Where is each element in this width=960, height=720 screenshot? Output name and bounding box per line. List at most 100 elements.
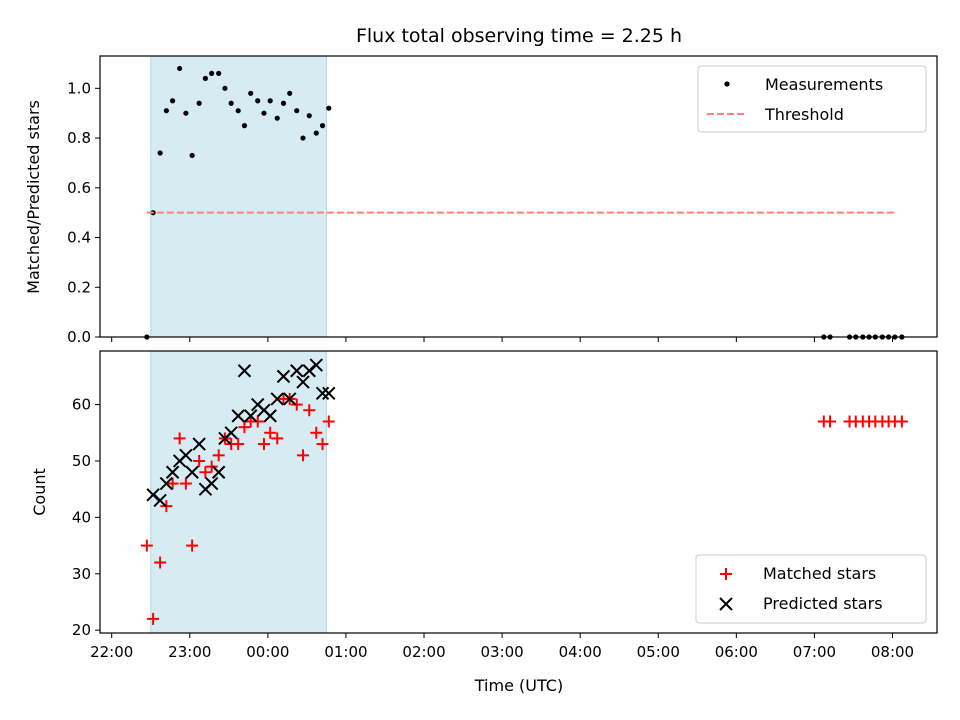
measurements-point: [209, 70, 215, 77]
matched-stars-point: [322, 415, 335, 428]
measurements-point: [202, 75, 209, 81]
matched-stars-point: [179, 477, 192, 490]
measurements-point: [326, 105, 332, 111]
predicted-stars-legend-marker: [719, 597, 733, 611]
y-tick-label: 30: [72, 565, 91, 583]
measurements-point: [313, 130, 319, 136]
observing-span-highlight: [150, 55, 327, 338]
measurements-point: [300, 135, 306, 141]
y-tick-label: 20: [72, 621, 91, 639]
predicted-stars-point: [270, 392, 284, 406]
measurements-point: [235, 108, 241, 114]
predicted-stars-legend-label: Predicted stars: [763, 594, 883, 613]
counts-plot-area: [140, 350, 908, 634]
matched-stars-point: [303, 404, 316, 417]
matched-stars-legend-marker: [720, 568, 732, 580]
predicted-stars-point: [165, 465, 180, 479]
counts-legend-box: [695, 554, 927, 624]
matched-stars-point: [199, 466, 212, 479]
measurements-legend-marker: [724, 81, 730, 87]
matched-stars-point: [824, 415, 837, 428]
predicted-stars-point: [231, 409, 245, 423]
measurements-point: [294, 108, 300, 114]
matched-stars-legend-label: Matched stars: [763, 564, 876, 583]
matched-stars-point: [212, 449, 225, 462]
matched-stars-point: [166, 477, 179, 490]
predicted-stars-point: [224, 426, 238, 440]
measurements-point: [189, 152, 195, 159]
threshold-legend-label: Threshold: [764, 105, 844, 124]
x-tick-label: 02:00: [402, 643, 445, 661]
matched-stars-point: [271, 432, 284, 445]
ratio-y-ticks: 0.0 0.2 0.4 0.6 0.8 1.0: [67, 79, 100, 346]
measurements-point: [319, 123, 326, 129]
predicted-stars-point: [237, 364, 252, 378]
matched-stars-point: [316, 438, 329, 451]
matched-stars-point: [232, 438, 245, 451]
predicted-stars-point: [179, 448, 193, 463]
matched-stars-point: [238, 421, 251, 434]
x-axis-label: Time (UTC): [474, 676, 563, 695]
measurements-point: [196, 100, 202, 106]
counts-x-ticks: 22:00 23:00 00:00 01:00 02:00 03:00 04:00 05:00…: [90, 633, 914, 661]
predicted-stars-point: [290, 364, 304, 378]
x-tick-label: 04:00: [559, 643, 602, 661]
counts-y-axis-label: Count: [30, 468, 49, 516]
y-tick-label: 0.8: [67, 129, 91, 147]
matched-stars-point: [154, 556, 167, 569]
predicted-stars-point: [309, 358, 323, 372]
x-tick-label: 05:00: [637, 643, 680, 661]
predicted-stars-point: [322, 386, 336, 401]
measurements-legend-label: Measurements: [765, 75, 883, 94]
predicted-stars-point: [159, 476, 174, 491]
measurements-point: [183, 110, 189, 116]
measurements-point: [222, 85, 228, 91]
measurements-point: [280, 100, 287, 106]
y-tick-label: 60: [72, 396, 91, 414]
matched-stars-point: [193, 454, 206, 467]
counts-y-ticks: 20 30 40 50 60: [72, 396, 100, 639]
x-tick-label: 22:00: [90, 643, 133, 661]
measurements-point: [177, 65, 183, 72]
measurements-point: [261, 110, 267, 116]
measurements-point: [248, 90, 254, 96]
matched-stars-point: [140, 539, 153, 552]
ratio-legend: Measurements Threshold: [697, 65, 927, 133]
panel-counts: 22:00 23:00 00:00 01:00 02:00 03:00 04:00 05:00…: [30, 350, 938, 661]
observing-span-highlight: [150, 350, 327, 634]
matched-stars-point: [257, 438, 270, 451]
predicted-stars-point: [243, 409, 258, 423]
measurements-point: [255, 98, 261, 104]
predicted-stars-point: [204, 476, 219, 491]
matched-stars-point: [310, 426, 323, 439]
y-tick-label: 0.4: [67, 229, 91, 247]
ratio-legend-box: [697, 65, 927, 133]
predicted-stars-point: [276, 369, 291, 384]
matched-stars-point: [297, 449, 310, 462]
matched-stars-point: [290, 398, 303, 411]
x-tick-label: 23:00: [168, 643, 211, 661]
predicted-stars-point: [185, 465, 199, 479]
x-tick-label: 01:00: [324, 643, 367, 661]
ratio-y-axis-label: Matched/Predicted stars: [24, 100, 43, 294]
predicted-stars-point: [315, 386, 330, 401]
y-tick-label: 0.0: [67, 328, 91, 346]
counts-legend: Matched stars Predicted stars: [695, 554, 927, 624]
y-tick-label: 40: [72, 508, 91, 526]
ratio-axes-frame: [99, 55, 938, 338]
matched-stars-point: [895, 415, 908, 428]
x-tick-label: 03:00: [480, 643, 523, 661]
matched-stars-point: [173, 432, 186, 445]
y-tick-label: 1.0: [67, 79, 91, 97]
matched-stars-point: [251, 415, 264, 428]
y-tick-label: 0.6: [67, 179, 91, 197]
matched-stars-point: [147, 612, 160, 625]
measurements-point: [274, 115, 280, 121]
y-tick-label: 50: [72, 452, 91, 470]
y-tick-label: 0.2: [67, 278, 91, 296]
predicted-stars-point: [153, 493, 167, 508]
predicted-stars-point: [192, 437, 206, 451]
ratio-plot-area: [144, 55, 905, 340]
measurements-point: [170, 98, 176, 104]
counts-axes-frame: [99, 350, 938, 634]
